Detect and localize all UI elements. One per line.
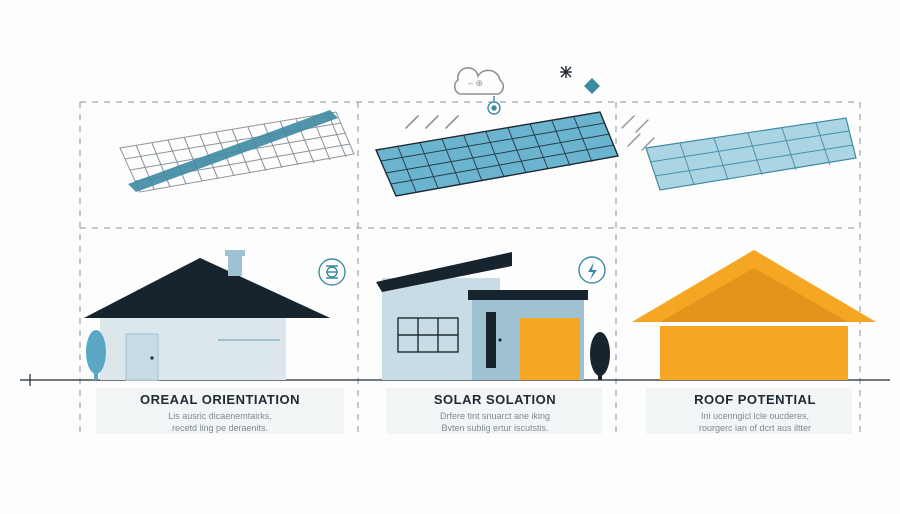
panel2: – ⊕	[376, 66, 654, 380]
caption-2-sub: Drfere tint snuarct ane iking Bvten subl…	[400, 411, 590, 434]
drop-icon	[488, 96, 500, 114]
caption-1-title: OREAAL ORIENTIATION	[110, 392, 330, 407]
house1	[84, 250, 330, 380]
caption-3: ROOF POTENTIAL Ini ucenngicl lcle oucder…	[660, 392, 850, 434]
caption-1: OREAAL ORIENTIATION Lis ausric dicaenemt…	[110, 392, 330, 434]
panel1	[84, 110, 354, 380]
panel3	[632, 118, 876, 380]
badge2-icon	[579, 257, 605, 283]
panel3-array	[646, 118, 856, 190]
panel2-array	[376, 112, 618, 196]
caption-3-title: ROOF POTENTIAL	[660, 392, 850, 407]
infographic-stage: – ⊕	[0, 0, 900, 514]
svg-text:– ⊕: – ⊕	[468, 78, 483, 88]
caption-2-title: SOLAR SOLATION	[400, 392, 590, 407]
diamond-icon	[584, 78, 600, 94]
caption-3-sub: Ini ucenngicl lcle oucderes, rourgerc ia…	[660, 411, 850, 434]
infographic-svg: – ⊕	[0, 0, 900, 514]
badge1-icon	[319, 259, 345, 285]
sky-rays	[406, 116, 458, 128]
caption-2: SOLAR SOLATION Drfere tint snuarct ane i…	[400, 392, 590, 434]
house3	[632, 250, 876, 380]
house2	[376, 252, 610, 380]
spark-icon	[560, 66, 572, 78]
caption-1-sub: Lis ausric dicaenemtairks, recetd ling p…	[110, 411, 330, 434]
panel2-hatch	[622, 116, 654, 150]
cloud-icon: – ⊕	[455, 68, 504, 94]
